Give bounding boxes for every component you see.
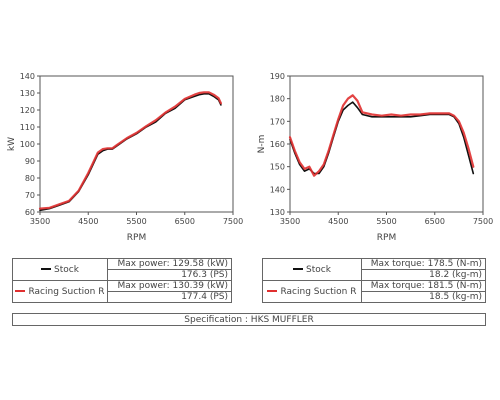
torque-y-tick-label: 170 <box>270 117 285 126</box>
power-table: Stock Max power: 129.58 (kW) 176.3 (PS) … <box>12 258 232 303</box>
legend-stock: Stock <box>12 258 108 281</box>
max-torque-value: Max torque: 181.5 (N-m) <box>361 280 486 292</box>
power-y-tick-label: 80 <box>25 174 35 183</box>
torque-x-tick-label: 6500 <box>425 217 445 226</box>
power-y-tick-label: 100 <box>20 140 35 149</box>
power-y-tick-label: 70 <box>25 191 35 200</box>
max-power-kw: 130.39 (kW) <box>172 281 229 291</box>
max-torque-value: Max torque: 178.5 (N-m) <box>361 258 486 270</box>
legend-label: Stock <box>54 264 79 275</box>
torque-y-tick-label: 180 <box>270 95 285 104</box>
torque-x-tick-label: 5500 <box>376 217 396 226</box>
torque-x-tick-label: 3500 <box>280 217 300 226</box>
legend-label: Racing Suction R <box>280 286 357 297</box>
torque-table: Stock Max torque: 178.5 (N-m) 18.2 (kg-m… <box>262 258 486 303</box>
power-y-tick-label: 140 <box>20 72 35 81</box>
power-chart: 60 70 80 90 100 110 120 130 140 3500 4500 5500 6500 7… <box>7 72 243 243</box>
max-torque-nm: 181.5 (N-m) <box>427 281 482 291</box>
power-y-tick-label: 60 <box>25 208 35 217</box>
max-power-value: Max power: 130.39 (kW) <box>107 280 232 292</box>
torque-x-tick-label: 7500 <box>473 217 493 226</box>
torque-series-racing-suction-r-line <box>288 94 475 177</box>
power-x-tick-label: 4500 <box>78 217 98 226</box>
legend-label: Racing Suction R <box>28 286 105 297</box>
max-power-label: Max power: <box>117 259 170 269</box>
torque-y-tick-label: 140 <box>270 185 285 194</box>
torque-y-tick-label: 150 <box>270 163 285 172</box>
max-power-label: Max power: <box>117 281 170 291</box>
power-x-tick-label: 6500 <box>175 217 195 226</box>
max-power-kw: 129.58 (kW) <box>172 259 229 269</box>
max-torque-nm: 178.5 (N-m) <box>427 259 482 269</box>
torque-x-axis-label: RPM <box>377 233 396 243</box>
power-x-tick-label: 7500 <box>223 217 243 226</box>
power-plot-frame <box>39 75 234 213</box>
torque-y-tick-label: 190 <box>270 72 285 81</box>
power-x-tick-label: 5500 <box>126 217 146 226</box>
specification-bar: Specification : HKS MUFFLER <box>12 313 486 326</box>
power-series-stock-line <box>39 92 222 212</box>
torque-y-tick-label: 160 <box>270 140 285 149</box>
max-torque-kgm: 18.2 (kg-m) <box>361 269 486 281</box>
legend-racing: Racing Suction R <box>262 280 362 303</box>
legend-label: Stock <box>306 264 331 275</box>
power-y-tick-label: 130 <box>20 89 35 98</box>
torque-y-tick-label: 130 <box>270 208 285 217</box>
power-x-axis-label: RPM <box>127 233 146 243</box>
legend-racing: Racing Suction R <box>12 280 108 303</box>
stock-line-swatch <box>41 268 52 270</box>
torque-plot-frame <box>289 75 484 213</box>
max-torque-label: Max torque: <box>370 259 425 269</box>
max-power-ps: 177.4 (PS) <box>107 291 232 303</box>
torque-chart: 130 140 150 160 170 180 190 3500 4500 5500 6500 750… <box>257 72 493 243</box>
power-y-tick-label: 120 <box>20 106 35 115</box>
torque-y-axis-label: N-m <box>257 135 267 154</box>
power-y-tick-label: 90 <box>25 157 35 166</box>
torque-x-tick-label: 4500 <box>328 217 348 226</box>
racing-line-swatch <box>267 290 278 292</box>
racing-line-swatch <box>15 290 26 292</box>
power-y-tick-label: 110 <box>20 123 35 132</box>
max-torque-label: Max torque: <box>370 281 425 291</box>
power-x-tick-label: 3500 <box>30 217 50 226</box>
max-power-value: Max power: 129.58 (kW) <box>107 258 232 270</box>
legend-stock: Stock <box>262 258 362 281</box>
stock-line-swatch <box>293 268 304 270</box>
max-power-ps: 176.3 (PS) <box>107 269 232 281</box>
power-y-axis-label: kW <box>7 137 17 151</box>
power-series-racing-suction-r-line <box>38 91 222 210</box>
max-torque-kgm: 18.5 (kg-m) <box>361 291 486 303</box>
